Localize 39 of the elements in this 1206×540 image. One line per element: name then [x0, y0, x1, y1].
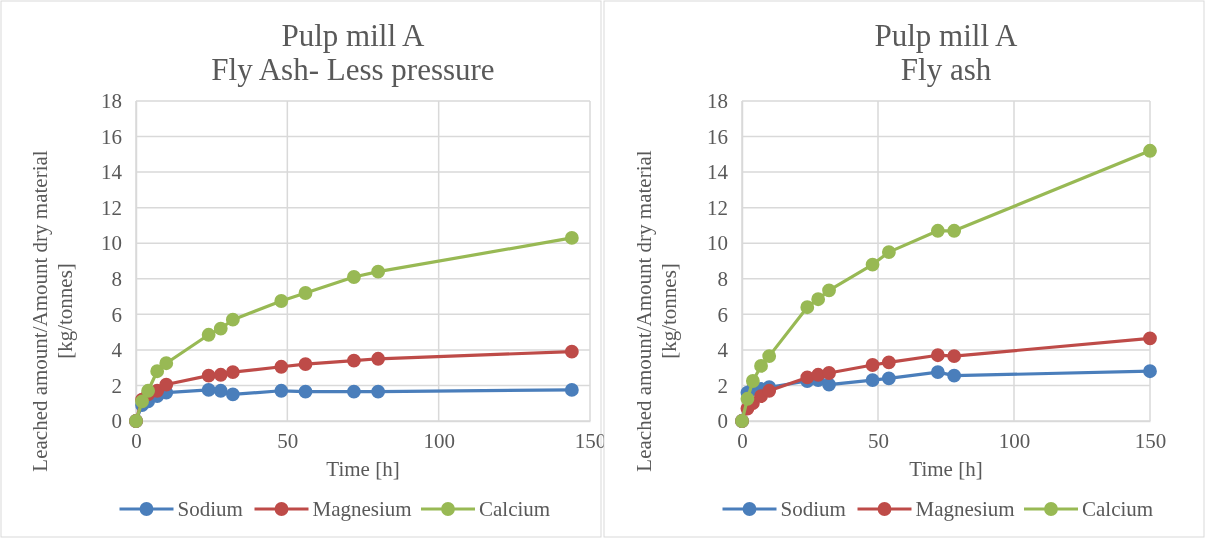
- y-tick-label: 8: [111, 267, 122, 291]
- y-tick-label: 4: [111, 338, 123, 363]
- y-axis-title: Leached amount/Amount dry material [kg/tonnes]: [632, 150, 681, 472]
- y-tick-label: 16: [707, 124, 728, 149]
- chart-title: Pulp mill A Fly ash: [874, 18, 1019, 87]
- y-tick-label: 8: [717, 267, 728, 291]
- y-tick-label: 2: [111, 373, 122, 398]
- x-tick-label: 50: [277, 428, 299, 453]
- y-tick-label: 10: [101, 231, 122, 256]
- y-tick-label: 4: [717, 338, 729, 363]
- x-tick-label: 100: [423, 428, 455, 453]
- y-tick-label: 0: [717, 409, 728, 434]
- y-tick-label: 6: [111, 302, 122, 327]
- y-tick-label: 18: [707, 89, 728, 114]
- y-tick-label: 12: [707, 195, 728, 220]
- x-axis-title: Time [h]: [326, 457, 400, 481]
- x-tick-label: 0: [737, 428, 748, 453]
- y-tick-label: 14: [707, 160, 729, 185]
- y-tick-label: 6: [717, 302, 728, 327]
- x-tick-label: 150: [1134, 428, 1167, 453]
- legend-label: Magnesium: [915, 497, 1015, 521]
- legend-label: Sodium: [177, 497, 243, 521]
- legend-label: Magnesium: [312, 497, 412, 521]
- legend-label: Sodium: [780, 497, 846, 521]
- x-axis-title: Time [h]: [909, 457, 983, 481]
- chart-title: Pulp mill A Fly Ash- Less pressure: [211, 18, 495, 87]
- y-tick-label: 18: [101, 89, 122, 114]
- y-tick-label: 12: [101, 195, 122, 220]
- y-tick-label: 10: [707, 231, 728, 256]
- legend-label: Calcium: [479, 497, 551, 521]
- y-tick-label: 16: [101, 124, 122, 149]
- legend-label: Calcium: [1082, 497, 1154, 521]
- x-tick-label: 50: [868, 428, 889, 453]
- y-tick-label: 2: [717, 373, 728, 398]
- x-tick-label: 0: [131, 428, 142, 453]
- y-tick-label: 14: [101, 160, 123, 185]
- y-axis-title: Leached amount/Amount dry material [kg/tonnes]: [28, 150, 77, 472]
- x-tick-label: 100: [998, 428, 1031, 453]
- y-tick-label: 0: [111, 409, 122, 434]
